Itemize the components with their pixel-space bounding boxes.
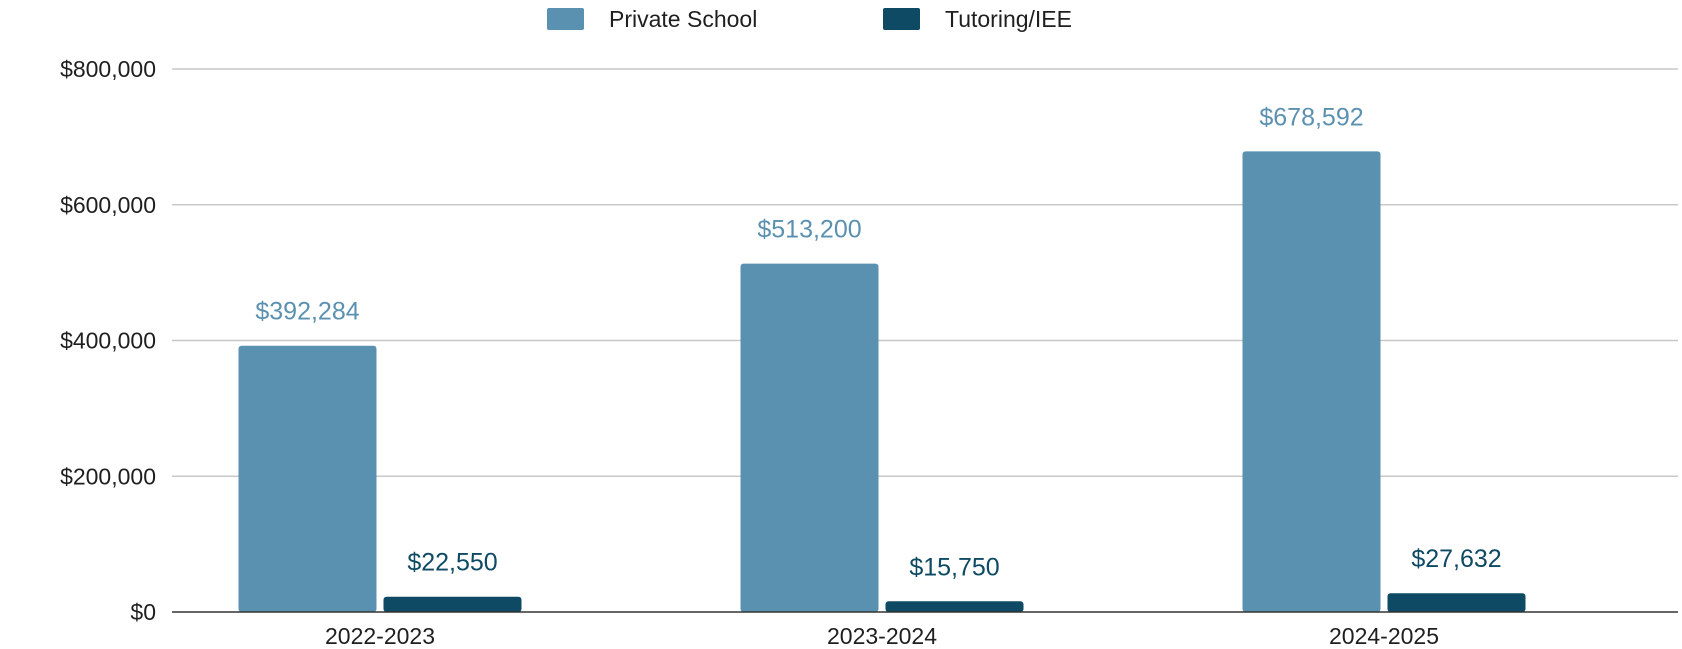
y-tick-label: $400,000: [60, 328, 156, 354]
gridlines: [172, 68, 1678, 477]
legend: Private School Tutoring/IEE: [547, 6, 1072, 32]
x-tick-label: 2023-2024: [827, 623, 937, 649]
data-labels: $392,284 $22,550 $513,200 $15,750 $678,592 $2…: [255, 103, 1501, 581]
bar: [885, 601, 1024, 612]
bar: [1242, 151, 1381, 612]
bar: [383, 596, 522, 612]
data-label: $678,592: [1259, 103, 1363, 131]
y-axis: $0 $200,000 $400,000 $600,000 $800,000: [60, 56, 156, 625]
legend-label: Tutoring/IEE: [945, 6, 1072, 32]
y-tick-label: $600,000: [60, 192, 156, 218]
data-label: $392,284: [255, 298, 359, 326]
bar: [740, 263, 879, 612]
bars: [238, 151, 1526, 612]
x-axis: 2022-2023 2023-2024 2024-2025: [172, 611, 1678, 649]
data-label: $22,550: [407, 549, 497, 577]
legend-swatch: [883, 8, 920, 30]
bar: [238, 345, 377, 612]
y-tick-label: $0: [130, 599, 156, 625]
y-tick-label: $800,000: [60, 56, 156, 82]
bar: [1387, 593, 1526, 612]
data-label: $15,750: [909, 553, 999, 581]
x-tick-label: 2022-2023: [325, 623, 435, 649]
data-label: $27,632: [1411, 545, 1501, 573]
legend-label: Private School: [609, 6, 757, 32]
x-tick-label: 2024-2025: [1329, 623, 1439, 649]
data-label: $513,200: [757, 216, 861, 244]
y-tick-label: $200,000: [60, 463, 156, 489]
legend-swatch: [547, 8, 584, 30]
